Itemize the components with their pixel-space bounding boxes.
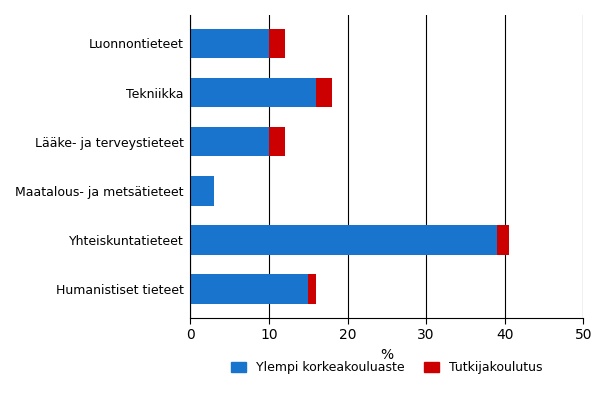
- Bar: [191, 176, 214, 206]
- Bar: [191, 127, 269, 156]
- Bar: [269, 127, 285, 156]
- Bar: [269, 29, 285, 58]
- Bar: [191, 29, 269, 58]
- Legend: Ylempi korkeakouluaste, Tutkijakoulutus: Ylempi korkeakouluaste, Tutkijakoulutus: [228, 357, 546, 378]
- Bar: [191, 225, 497, 255]
- Bar: [308, 274, 316, 304]
- Bar: [191, 78, 316, 107]
- X-axis label: %: %: [380, 347, 393, 362]
- Bar: [191, 274, 308, 304]
- Bar: [497, 225, 509, 255]
- Bar: [316, 78, 332, 107]
